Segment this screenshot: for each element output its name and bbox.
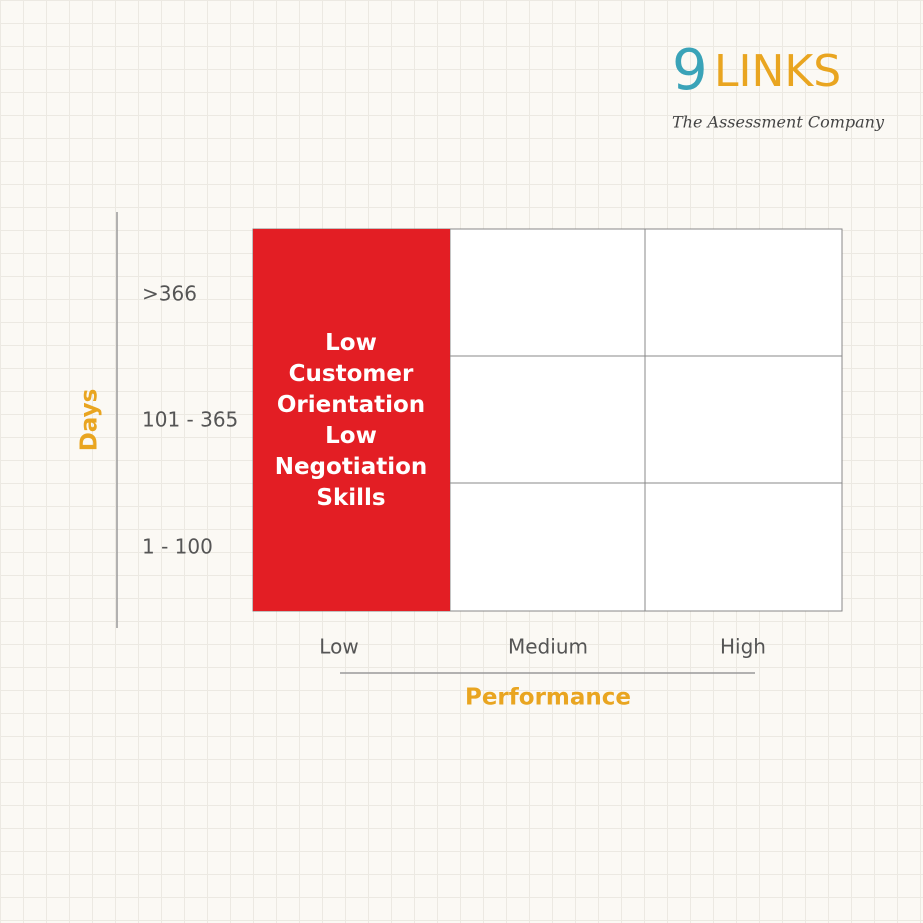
y-label: >366 (142, 282, 197, 306)
y-label: 1 - 100 (142, 535, 213, 559)
highlight-text: Negotiation (275, 454, 428, 480)
y-axis-title: Days (77, 389, 103, 452)
highlight-cell (253, 229, 450, 611)
y-label: 101 - 365 (142, 408, 238, 432)
logo-tagline: The Assessment Company (672, 113, 885, 132)
highlight-text: Customer (289, 361, 414, 387)
x-label: High (720, 635, 766, 659)
highlight-text: Orientation (277, 392, 425, 418)
highlight-text: Low (325, 423, 377, 449)
logo-mark: 9 (672, 38, 708, 103)
x-label: Low (319, 635, 358, 659)
highlight-text: Skills (316, 485, 385, 511)
logo-name: LINKS (714, 46, 841, 97)
x-axis-title: Performance (465, 685, 631, 711)
x-label: Medium (508, 635, 588, 659)
highlight-text: Low (325, 330, 377, 356)
